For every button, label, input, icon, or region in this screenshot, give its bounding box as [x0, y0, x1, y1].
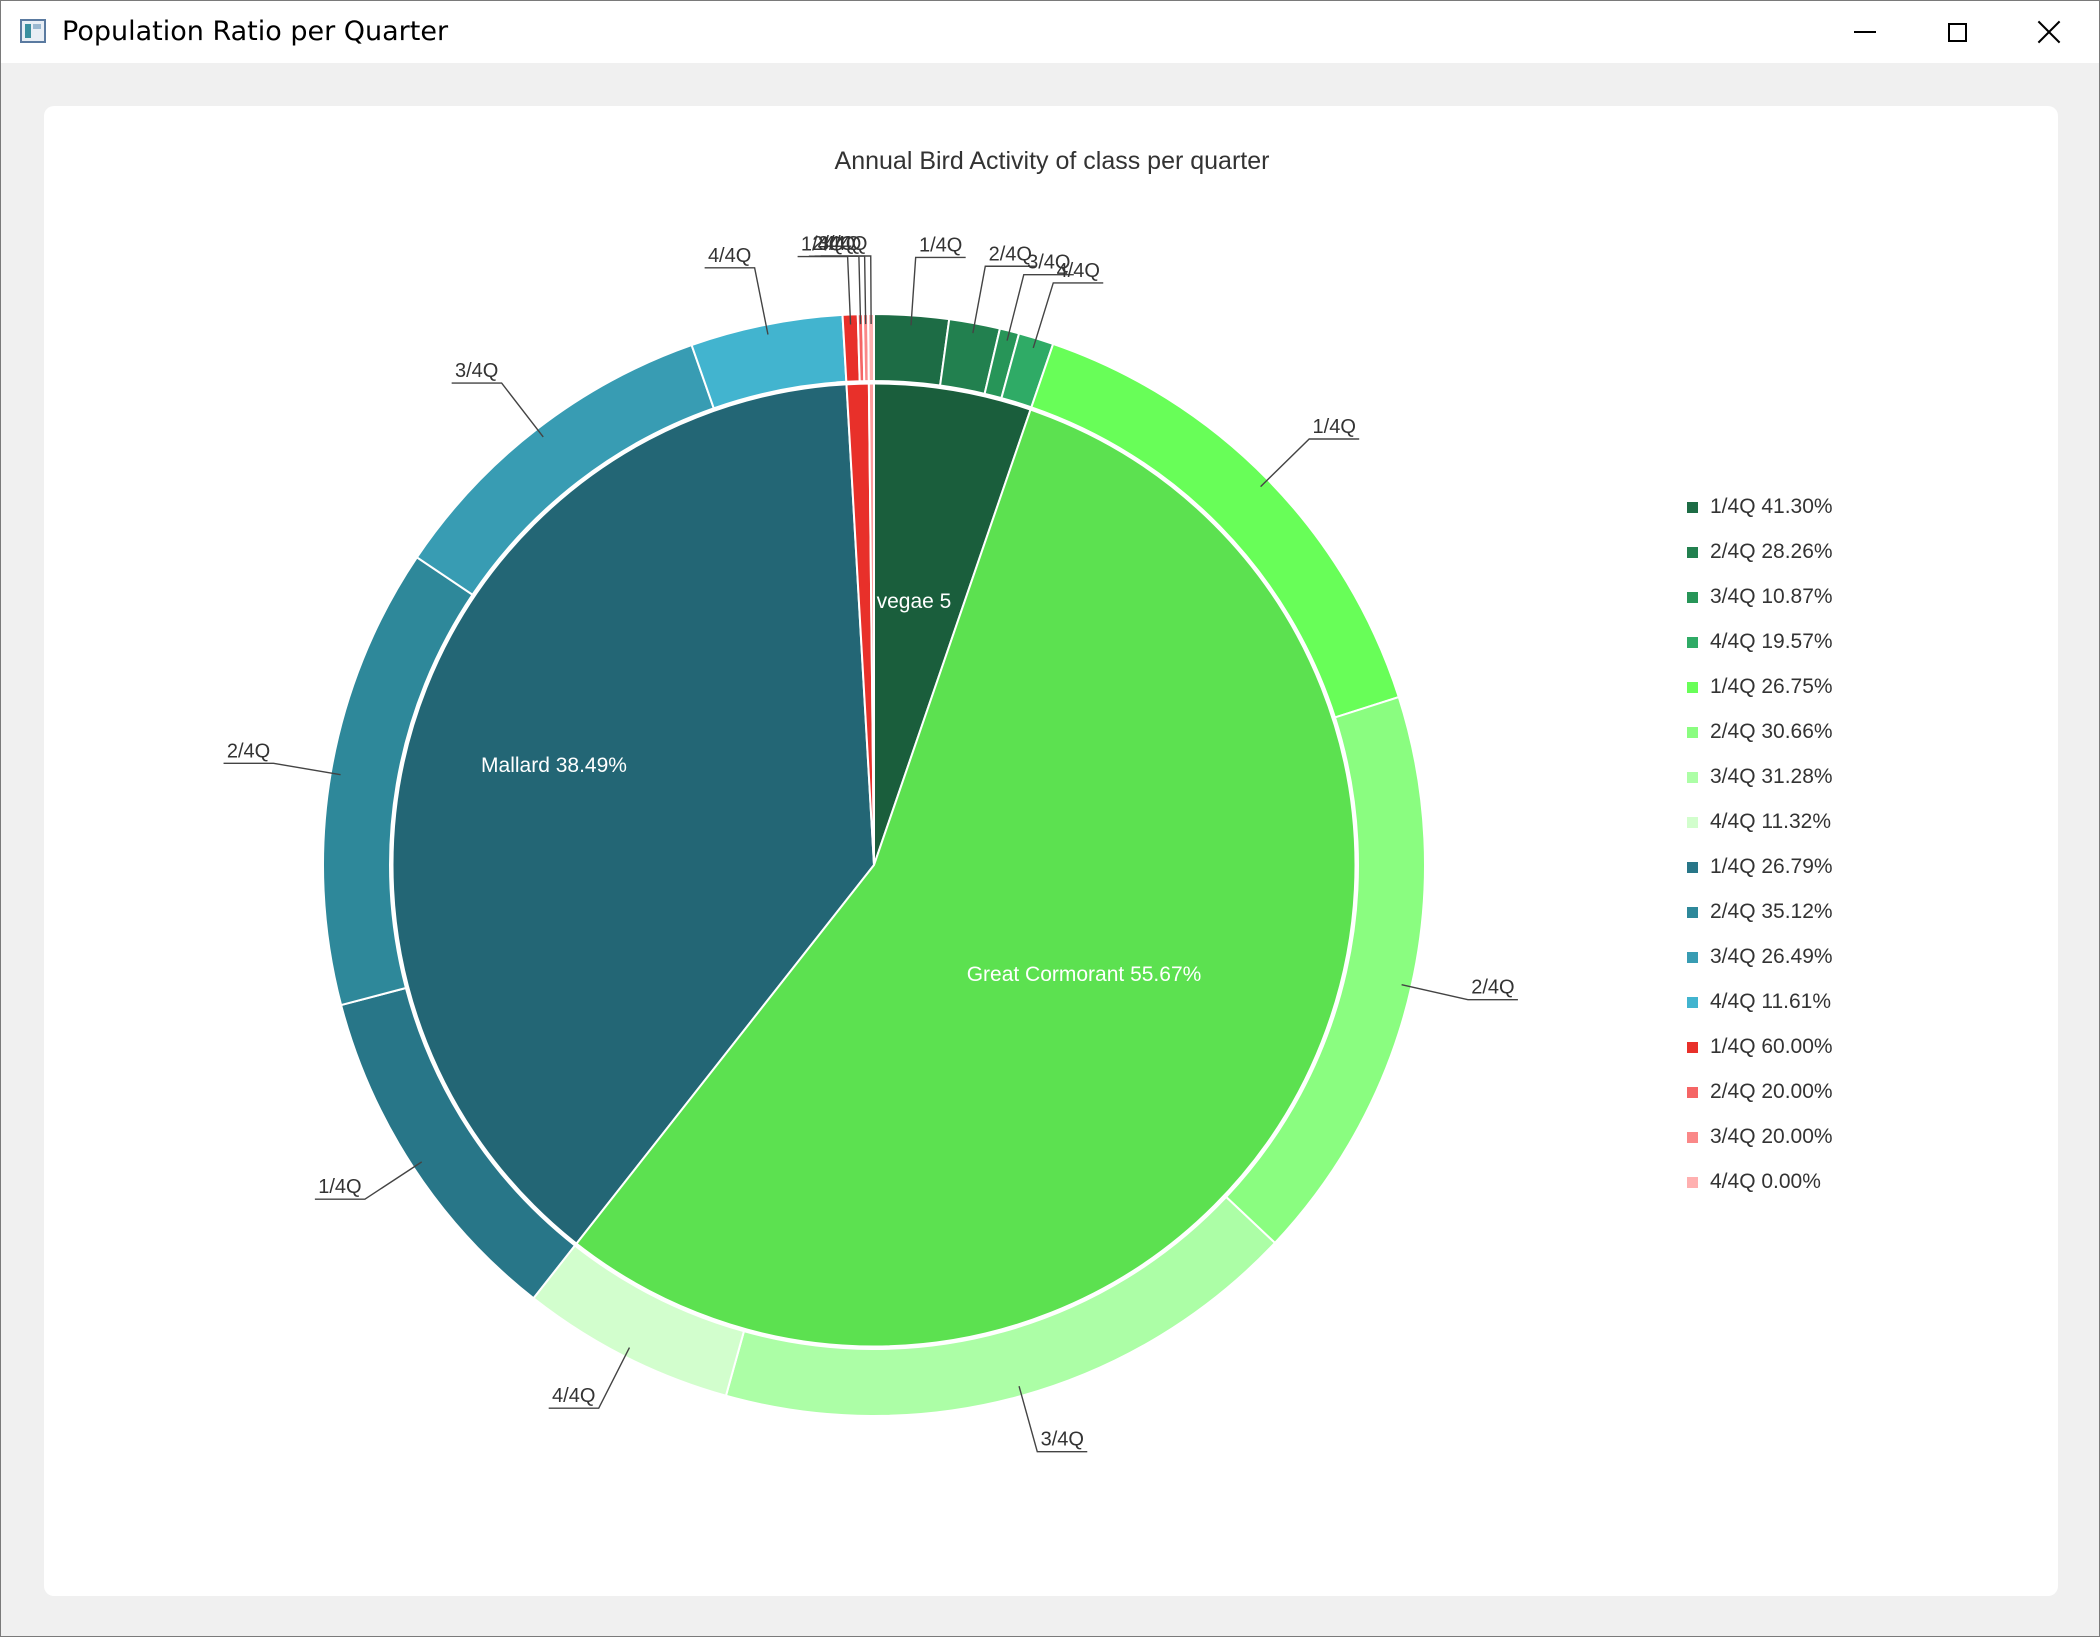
chart-panel: Annual Bird Activity of class per quarte… — [44, 106, 2058, 1596]
inner-slice-label-0: Mallard 38.49% — [481, 754, 627, 777]
legend-swatch-6 — [1687, 772, 1698, 783]
legend-label-6: 3/4Q 31.28% — [1710, 765, 1833, 788]
outer-slice-label-11: 4/4Q — [1057, 260, 1100, 282]
outer-label-leader-14 — [1018, 1386, 1088, 1453]
maximize-button[interactable] — [1911, 1, 2003, 63]
outer-slice-label-6: 3/4Q — [818, 233, 861, 255]
chart-app-icon — [20, 19, 46, 43]
legend-swatch-14 — [1687, 1132, 1698, 1143]
legend-label-13: 2/4Q 20.00% — [1710, 1080, 1833, 1103]
inner-slice-label-4: Great Cormorant 55.67% — [967, 963, 1202, 986]
outer-label-leader-8 — [910, 256, 966, 326]
outer-label-leader-12 — [1260, 438, 1360, 488]
outer-slice-label-10: 3/4Q — [1027, 252, 1070, 274]
legend-label-12: 1/4Q 60.00% — [1710, 1035, 1833, 1058]
legend-swatch-12 — [1687, 1042, 1698, 1053]
ring-separator — [390, 381, 1358, 1349]
legend-label-1: 2/4Q 28.26% — [1710, 540, 1833, 563]
close-button[interactable] — [2003, 1, 2095, 63]
outer-label-leader-7 — [820, 255, 872, 325]
outer-slice-label-2: 3/4Q — [455, 360, 498, 382]
legend-swatch-5 — [1687, 727, 1698, 738]
window-title: Population Ratio per Quarter — [62, 16, 449, 47]
close-icon — [2036, 19, 2062, 45]
legend-label-0: 1/4Q 41.30% — [1710, 495, 1833, 518]
legend-label-7: 4/4Q 11.32% — [1710, 810, 1831, 833]
legend-swatch-9 — [1687, 907, 1698, 918]
legend-swatch-13 — [1687, 1087, 1698, 1098]
legend-swatch-11 — [1687, 997, 1698, 1008]
outer-slice-label-13: 2/4Q — [1471, 977, 1514, 999]
donut-chart: Annual Bird Activity of class per quarte… — [223, 147, 1833, 1453]
legend-label-10: 3/4Q 26.49% — [1710, 945, 1833, 968]
legend-swatch-3 — [1687, 637, 1698, 648]
legend-swatch-4 — [1687, 682, 1698, 693]
legend-label-5: 2/4Q 30.66% — [1710, 720, 1833, 743]
outer-slice-label-14: 3/4Q — [1041, 1429, 1084, 1451]
outer-ring — [322, 312, 1427, 1417]
legend-swatch-7 — [1687, 817, 1698, 828]
legend-label-3: 4/4Q 19.57% — [1710, 630, 1833, 653]
outer-slice-label-15: 4/4Q — [552, 1385, 595, 1407]
outer-label-leader-3 — [704, 267, 769, 335]
outer-slice-label-1: 2/4Q — [227, 740, 270, 762]
minimize-icon — [1854, 31, 1876, 33]
outer-label-leader-9 — [972, 265, 1036, 334]
legend-label-8: 1/4Q 26.79% — [1710, 855, 1833, 878]
outer-slice-15[interactable] — [532, 1244, 746, 1397]
outer-label-leader-0 — [314, 1161, 423, 1200]
inner-slice-label-3: vegae 5 — [877, 590, 952, 613]
outer-slice-label-8: 1/4Q — [919, 234, 962, 256]
legend-swatch-1 — [1687, 547, 1698, 558]
outer-slice-label-9: 2/4Q — [989, 243, 1032, 265]
outer-slice-label-5: 2/4Q — [812, 233, 855, 255]
maximize-icon — [1947, 22, 1967, 42]
legend-label-14: 3/4Q 20.00% — [1710, 1125, 1833, 1148]
legend-label-2: 3/4Q 10.87% — [1710, 585, 1833, 608]
outer-label-leader-10 — [1006, 274, 1074, 341]
title-bar[interactable]: Population Ratio per Quarter — [1, 1, 2099, 63]
legend-label-15: 4/4Q 0.00% — [1710, 1170, 1821, 1193]
outer-slice-label-4: 1/4Q — [801, 234, 844, 256]
outer-label-leader-15 — [548, 1347, 631, 1409]
chart-title: Annual Bird Activity of class per quarte… — [835, 147, 1270, 175]
legend-label-11: 4/4Q 11.61% — [1710, 990, 1831, 1013]
outer-ring-labels: 1/4Q2/4Q3/4Q4/4Q1/4Q2/4Q3/4Q4/4Q 1/4Q 2/4Q… — [223, 233, 1518, 1453]
chart-legend: 1/4Q 41.30% 2/4Q 28.26% 3/4Q 10.87% 4/4Q 19… — [1687, 495, 1833, 1193]
outer-label-leader-1 — [223, 762, 341, 776]
legend-swatch-0 — [1687, 502, 1698, 513]
outer-slice-label-12: 1/4Q — [1313, 416, 1356, 438]
legend-swatch-2 — [1687, 592, 1698, 603]
outer-slice-label-7: 4/4Q — [824, 233, 867, 255]
inner-ring — [390, 381, 1358, 1349]
outer-slice-label-3: 4/4Q — [708, 245, 751, 267]
legend-label-9: 2/4Q 35.12% — [1710, 900, 1833, 923]
minimize-button[interactable] — [1819, 1, 1911, 63]
legend-swatch-8 — [1687, 862, 1698, 873]
legend-label-4: 1/4Q 26.75% — [1710, 675, 1833, 698]
legend-swatch-15 — [1687, 1177, 1698, 1188]
legend-swatch-10 — [1687, 952, 1698, 963]
outer-label-leader-2 — [451, 382, 544, 438]
inner-ring-labels: Mallard 38.49% vegae 5 Great Cormorant 55.… — [481, 590, 1201, 986]
outer-slice-label-0: 1/4Q — [318, 1176, 361, 1198]
outer-label-leader-13 — [1401, 983, 1518, 1001]
outer-label-leader-11 — [1032, 282, 1104, 349]
